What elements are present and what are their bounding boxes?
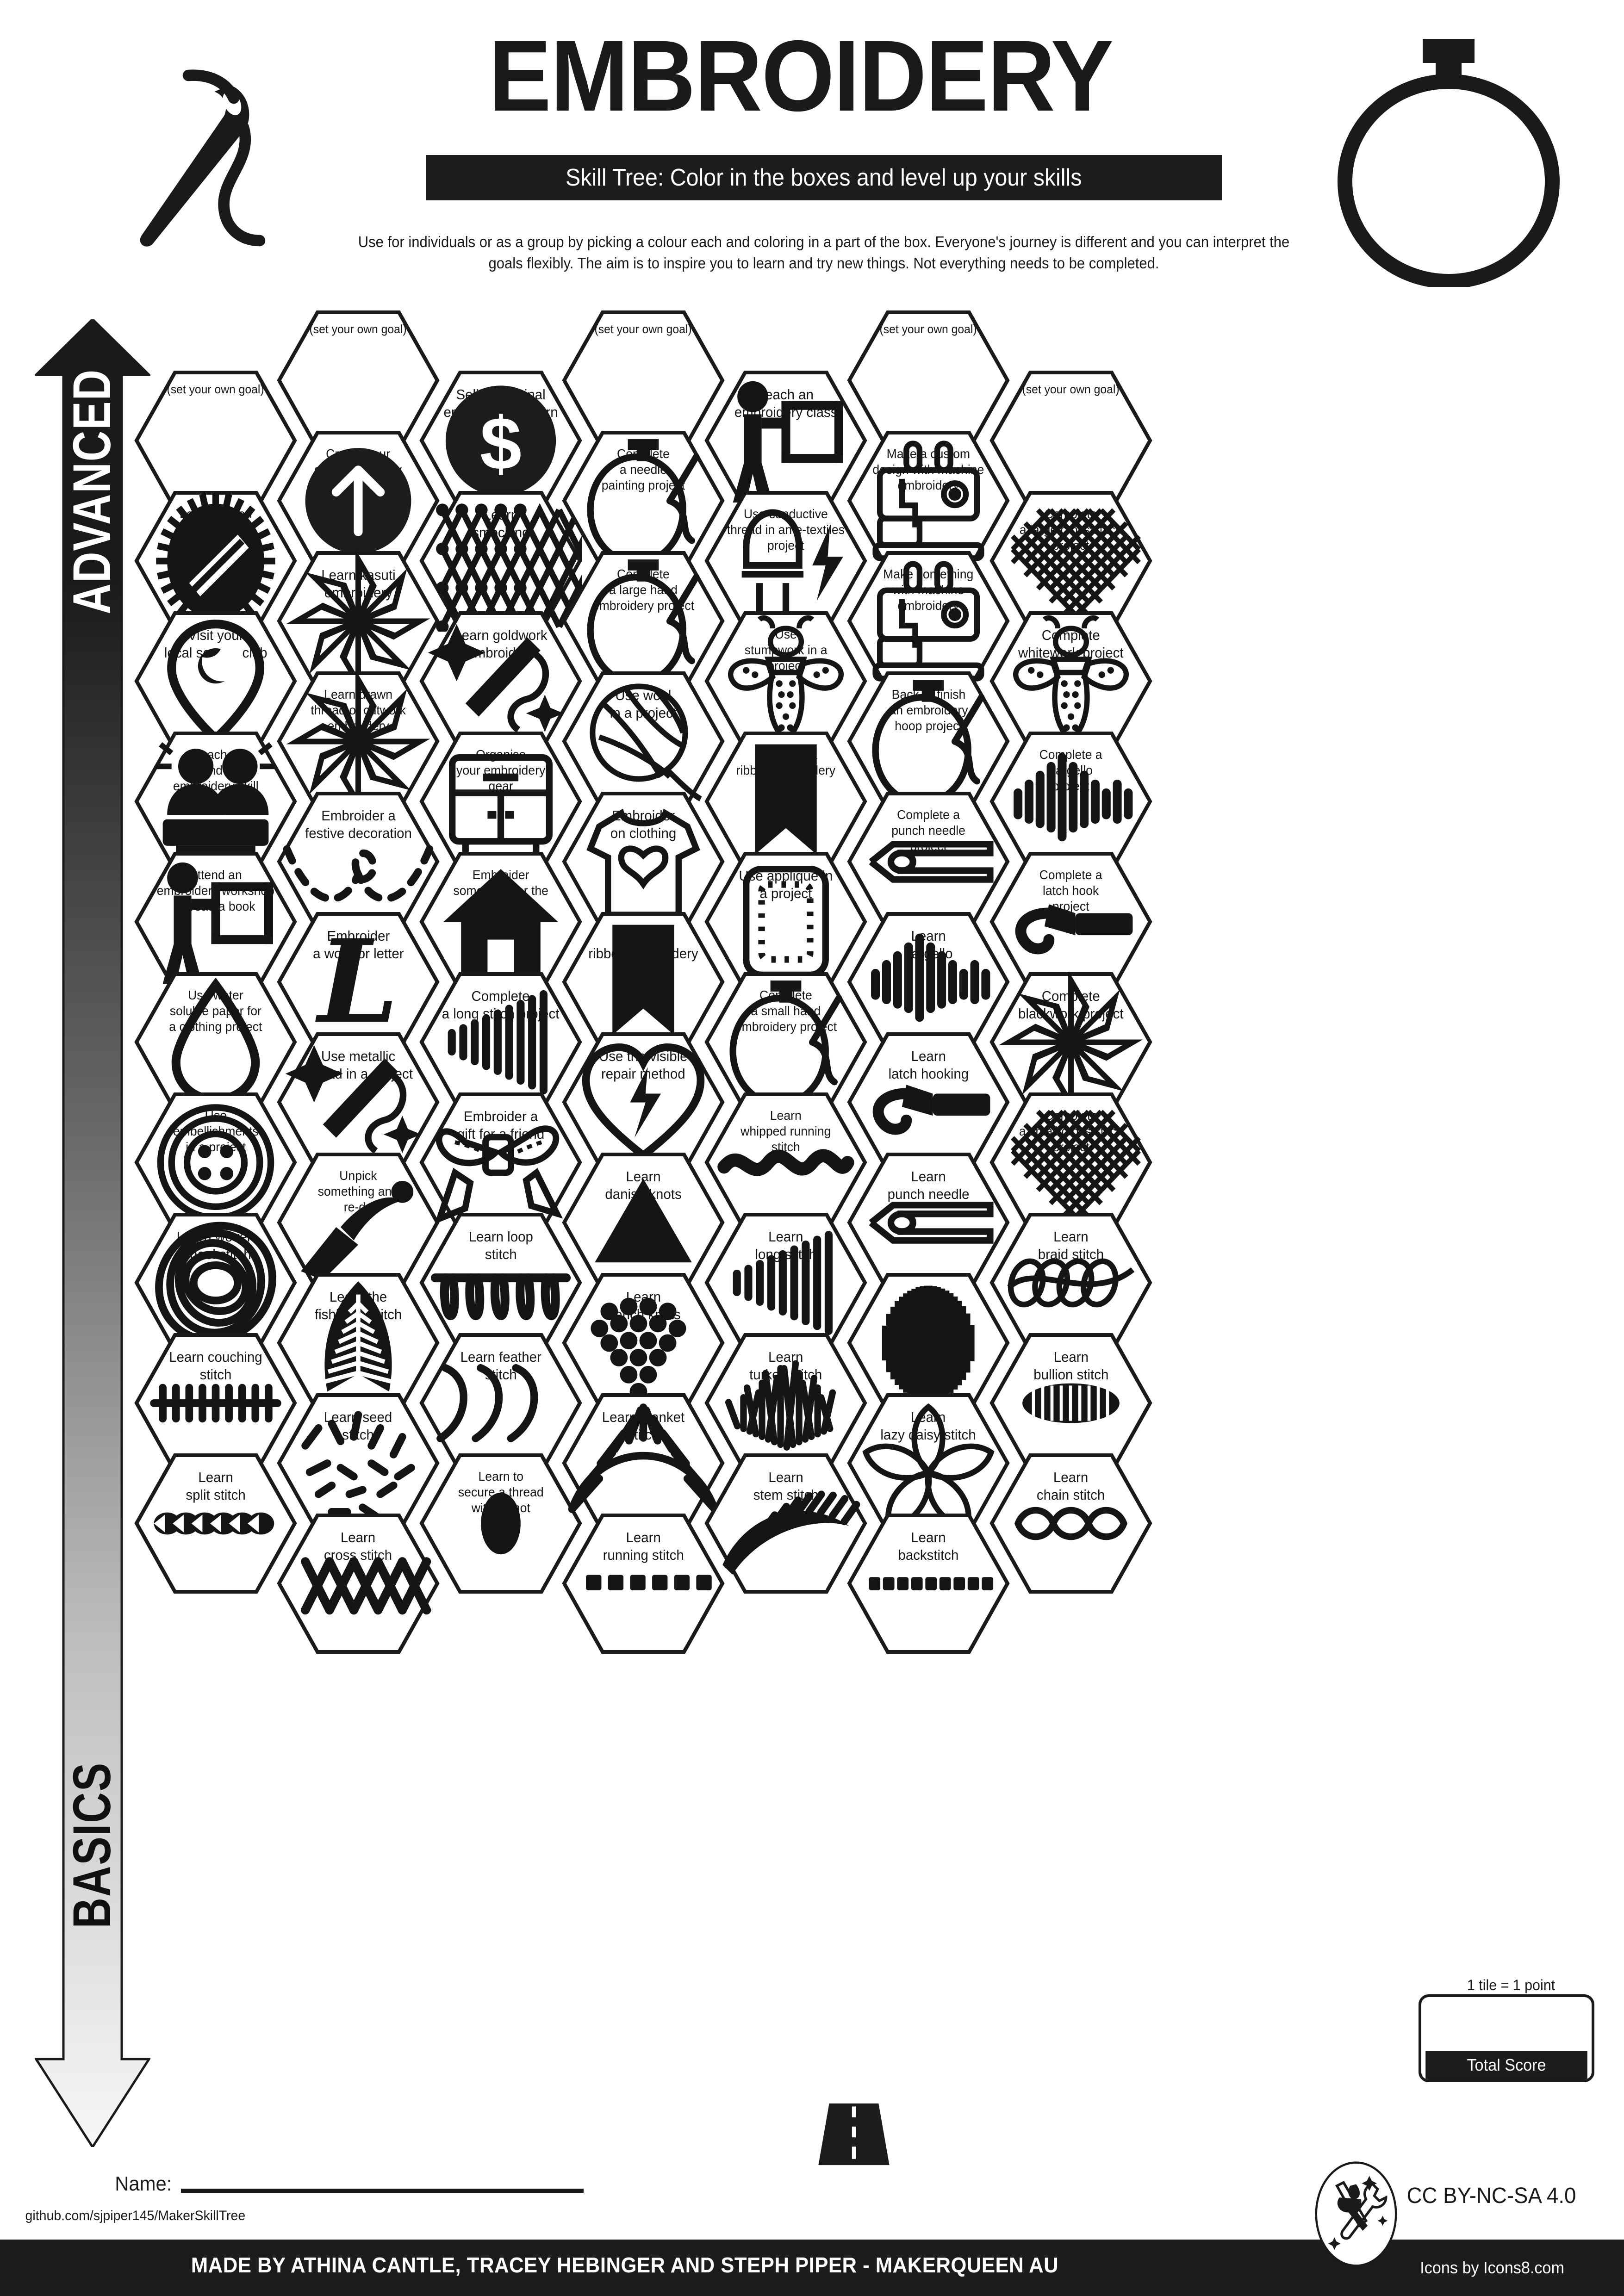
hex-tile[interactable]: Use appliqué in a project xyxy=(704,851,867,993)
hex-tile[interactable]: Complete abargelloproject xyxy=(989,731,1152,872)
hex-tile[interactable]: Use metallic thread in a project xyxy=(277,1032,440,1173)
subtitle-banner: Skill Tree: Color in the boxes and level… xyxy=(426,155,1222,200)
hex-tile[interactable]: Learn seed stitch xyxy=(277,1393,440,1534)
hex-tile-label: Learn running stitch xyxy=(603,1529,684,1563)
total-score-label: Total Score xyxy=(1425,2051,1587,2079)
hex-tile[interactable]: Unpick something and re-do xyxy=(277,1152,440,1293)
hex-tile[interactable]: Learn bullion stitch xyxy=(989,1333,1152,1474)
hex-tile-label: Learn chain stitch xyxy=(1037,1469,1105,1503)
hex-tile[interactable]: Learn goldwork embroidery xyxy=(419,611,582,752)
embroidery-hoop-icon xyxy=(1328,28,1569,289)
icons-credit-text: Icons by Icons8.com xyxy=(1420,2258,1564,2277)
road-icon xyxy=(808,2103,900,2166)
hex-tile-label: (set your own goal) xyxy=(309,322,407,336)
hex-tile[interactable]: Learn loop stitch xyxy=(419,1212,582,1353)
makerqueen-tools-logo-icon xyxy=(1314,2161,1398,2267)
svg-text:L: L xyxy=(315,914,398,1049)
hex-tile[interactable]: Complete a large cross stitch project xyxy=(989,490,1152,632)
skill-level-arrow: ADVANCED BASICS xyxy=(33,317,152,2149)
svg-text:$: $ xyxy=(480,402,522,485)
hex-tile-label: Learn whipped running stitch xyxy=(740,1108,831,1154)
hex-tile[interactable]: Learndanish knots xyxy=(562,1152,725,1293)
hex-tile-label: (set your own goal) xyxy=(594,322,692,336)
hex-tile[interactable]: Complete a latch hook project xyxy=(989,851,1152,993)
hex-tile-label: (set your own goal) xyxy=(167,382,265,396)
hex-tile[interactable]: Embroider on clothing xyxy=(562,791,725,932)
hex-tile[interactable]: Learn stem stitch xyxy=(704,1453,867,1594)
hex-tile[interactable]: Learn an aarior shishaembroidery skill xyxy=(134,490,297,632)
hex-tile-label: Learn split stitch xyxy=(186,1469,246,1503)
license-text: CC BY-NC-SA 4.0 xyxy=(1406,2184,1576,2208)
needle-and-thread-icon xyxy=(104,60,299,259)
hex-tile[interactable]: Embroidersomething for thehome xyxy=(419,851,582,993)
hex-tile-label: Embroider a gift for a friend xyxy=(457,1108,545,1142)
score-caption: 1 tile = 1 point xyxy=(1467,1977,1556,1993)
hex-tile[interactable]: Embroider a festive decoration xyxy=(277,791,440,932)
hex-tile[interactable]: Teach an embroidery class xyxy=(704,370,867,511)
hex-tile[interactable]: Learn kasuti embroidery xyxy=(277,551,440,692)
hex-tile[interactable]: Learn backstitch xyxy=(847,1513,1010,1654)
hex-tile[interactable]: Complete a punch needle project xyxy=(847,791,1010,932)
intro-paragraph: Use for individuals or as a group by pic… xyxy=(358,233,1290,272)
hex-tile-label: Learn loop stitch xyxy=(468,1229,533,1262)
hex-tile-label: Embroider a festive decoration xyxy=(305,807,412,841)
hex-tile-label: Complete a latch hook project xyxy=(1039,868,1103,913)
hex-tile-set-your-own-goal[interactable]: (set your own goal) xyxy=(134,370,297,511)
page-title: EMBROIDERY xyxy=(488,20,1114,132)
hex-tile-set-your-own-goal[interactable]: (set your own goal) xyxy=(562,310,725,451)
hex-tile[interactable]: Complete a small cross stitch project xyxy=(989,1092,1152,1233)
name-label: Name: xyxy=(115,2172,172,2195)
github-link[interactable]: github.com/sjpiper145/MakerSkillTree xyxy=(25,2208,246,2223)
hex-tile[interactable]: Sell an originalembroidery pattern$ xyxy=(419,370,582,511)
hex-tile[interactable]: Learn punch needle xyxy=(847,1152,1010,1293)
hex-tile[interactable]: Make a custom design with machine embroide… xyxy=(847,430,1010,571)
hex-tile[interactable]: Learn lazy daisy stitch xyxy=(847,1393,1010,1534)
hex-tile[interactable]: Complete blackwork project xyxy=(989,972,1152,1113)
hex-tile[interactable]: Learn split stitch xyxy=(134,1453,297,1594)
hex-tile[interactable]: Use the visible repair method xyxy=(562,1032,725,1173)
hex-tile[interactable]: Learn whipped running stitch xyxy=(704,1092,867,1233)
hex-tile[interactable]: Embroider a word or letter L xyxy=(277,912,440,1053)
name-input-line[interactable] xyxy=(180,2189,584,2193)
hex-tile[interactable]: Use embellishments in a project xyxy=(134,1092,297,1233)
hex-tile-label: Learn punch needle xyxy=(887,1168,970,1202)
hex-tile[interactable]: Use stumpwork in a project xyxy=(704,611,867,752)
hex-tile[interactable]: Learn latch hooking xyxy=(847,1032,1010,1173)
hex-tile-label: Learn bullion stitch xyxy=(1033,1349,1109,1383)
hex-tile[interactable]: Learn drawn thread or cutwork embroidery xyxy=(277,671,440,812)
hex-tile-label: (set your own goal) xyxy=(1022,382,1120,396)
hex-tile-label: (set your own goal) xyxy=(879,322,977,336)
total-score-box[interactable]: Total Score xyxy=(1419,1994,1594,2082)
name-field-row[interactable]: Name: xyxy=(113,2163,669,2196)
hex-tile[interactable]: Learn braid stitch xyxy=(989,1212,1152,1353)
hex-tile[interactable]: Make something with machine embroidery xyxy=(847,551,1010,692)
subtitle-text: Skill Tree: Color in the boxes and level… xyxy=(566,164,1082,191)
hex-tile[interactable]: Complete whitework project xyxy=(989,611,1152,752)
hex-tile-label: Learn latch hooking xyxy=(888,1048,969,1082)
hex-tile[interactable]: Learn blanket stitch xyxy=(562,1393,725,1534)
hex-tile-label: Embroider a word or letter xyxy=(312,928,404,962)
hex-tile-label: Learn backstitch xyxy=(898,1529,959,1563)
hex-tile[interactable]: Learn cross stitch xyxy=(277,1513,440,1654)
hex-tile[interactable]: Learn couching stitch xyxy=(134,1333,297,1474)
hex-tile-label: Learn couching stitch xyxy=(169,1349,262,1383)
hex-tile[interactable]: Learn running stitch xyxy=(562,1513,725,1654)
hex-tile[interactable]: Learnbargello xyxy=(847,912,1010,1053)
footer-credit-text: MADE BY ATHINA CANTLE, TRACEY HEBINGER A… xyxy=(191,2253,1059,2277)
hex-tile-set-your-own-goal[interactable]: (set your own goal) xyxy=(989,370,1152,511)
hex-tile[interactable]: Learn chain stitch xyxy=(989,1453,1152,1594)
hex-tile[interactable]: Learn french knots xyxy=(562,1272,725,1414)
page-header: EMBROIDERY Skill Tree: Color in the boxe… xyxy=(0,0,1624,305)
